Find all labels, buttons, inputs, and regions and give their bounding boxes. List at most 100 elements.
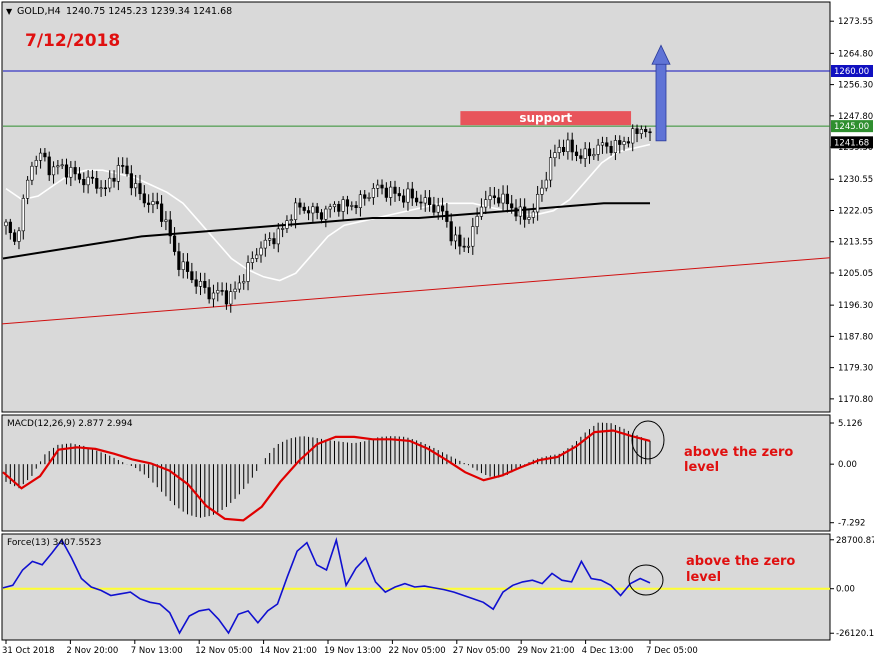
candle	[453, 226, 458, 250]
candle-body	[497, 197, 501, 204]
candle-body	[475, 216, 479, 227]
symbol-dropdown-icon[interactable]: ▼	[6, 7, 13, 16]
candle	[82, 172, 86, 193]
candle	[246, 255, 250, 291]
candle-body	[220, 290, 224, 292]
ohlc-label: 1240.75 1245.23 1239.34 1241.68	[66, 6, 232, 17]
time-tick-label: 29 Nov 21:00	[517, 646, 574, 656]
candle-body	[134, 183, 138, 189]
price-tag-label: 1260.00	[834, 67, 869, 77]
macd-tick-label: 5.126	[838, 419, 862, 429]
time-tick-label: 31 Oct 2018	[2, 646, 55, 656]
force-index-line	[2, 537, 651, 635]
candle	[332, 201, 337, 213]
candle-body	[263, 239, 267, 249]
candle-body	[125, 165, 129, 174]
force-axis: 28700.87 0.00 -26120.1	[830, 536, 874, 639]
candle	[38, 148, 43, 169]
slow-moving-average	[2, 202, 650, 260]
candle	[415, 190, 419, 206]
candle-body	[142, 193, 146, 204]
candle	[363, 189, 367, 206]
candle-body	[440, 205, 445, 212]
candle-body	[216, 290, 220, 294]
candle-body	[548, 157, 553, 181]
candle-body	[579, 155, 583, 159]
candle-body	[4, 221, 8, 227]
candle-body	[458, 234, 462, 247]
candle-body	[415, 197, 419, 203]
candle	[475, 207, 479, 235]
macd-axis: 5.126 0.00 -7.292	[830, 419, 865, 529]
force-tick-label: -26120.1	[836, 629, 874, 639]
candle-body	[86, 176, 90, 186]
candle	[484, 190, 488, 215]
candle-body	[406, 188, 410, 203]
candle-body	[82, 179, 86, 186]
price-tick-label: 1205.05	[838, 269, 873, 279]
candle-body	[583, 148, 587, 159]
candle	[242, 274, 246, 290]
candle-body	[592, 154, 596, 157]
candle	[108, 170, 112, 193]
candle-body	[315, 206, 319, 213]
candle-body	[147, 202, 151, 205]
candle-body	[246, 262, 250, 282]
candle-body	[233, 288, 237, 292]
candle-body	[380, 184, 384, 189]
candle	[181, 253, 185, 279]
price-tag-label: 1241.68	[834, 138, 869, 148]
force-highlight-circle	[628, 564, 664, 596]
candle-body	[644, 129, 648, 133]
candle-body	[194, 279, 198, 287]
candle	[488, 187, 492, 209]
candle	[337, 200, 341, 217]
candle	[30, 161, 34, 186]
candle	[21, 194, 25, 240]
time-tick-label: 14 Nov 21:00	[260, 646, 317, 656]
candle	[471, 217, 475, 255]
candle	[86, 170, 90, 194]
candle	[224, 282, 229, 310]
candle	[622, 136, 626, 151]
candle	[497, 188, 501, 207]
candle	[501, 185, 505, 211]
candle-body	[540, 187, 544, 195]
candle	[432, 196, 436, 216]
candle	[536, 185, 540, 221]
candle-body	[108, 177, 112, 189]
candle-body	[354, 205, 358, 209]
candle-body	[488, 195, 492, 200]
candle-body	[198, 281, 203, 287]
candle	[129, 165, 133, 196]
candle	[367, 192, 371, 202]
candle-body	[631, 128, 635, 144]
candle	[112, 170, 116, 188]
support-box	[460, 111, 632, 126]
candle	[570, 132, 574, 161]
time-axis: 31 Oct 2018 2 Nov 20:00 7 Nov 13:00 12 Nov …	[2, 640, 698, 656]
candle	[198, 272, 203, 296]
force-title: Force(13) 3407.5523	[7, 538, 101, 548]
candle-body	[51, 166, 56, 176]
candle	[523, 198, 527, 228]
time-tick-label: 19 Nov 13:00	[324, 646, 381, 656]
candle	[285, 215, 289, 233]
candle-body	[319, 212, 324, 220]
candle-body	[90, 176, 95, 179]
candle-body	[427, 197, 432, 206]
price-tick-label: 1256.30	[838, 81, 873, 91]
candle	[419, 194, 423, 210]
price-tick-label: 1196.30	[838, 301, 873, 311]
candle	[216, 282, 220, 302]
candle-body	[255, 254, 259, 259]
candle	[272, 232, 276, 249]
candle-body	[43, 152, 47, 158]
candle-body	[8, 221, 12, 234]
candle-body	[224, 290, 229, 305]
candle-body	[587, 148, 592, 157]
candle	[185, 253, 190, 279]
candle	[479, 198, 484, 220]
candle-body	[618, 140, 622, 145]
candle	[596, 138, 600, 161]
